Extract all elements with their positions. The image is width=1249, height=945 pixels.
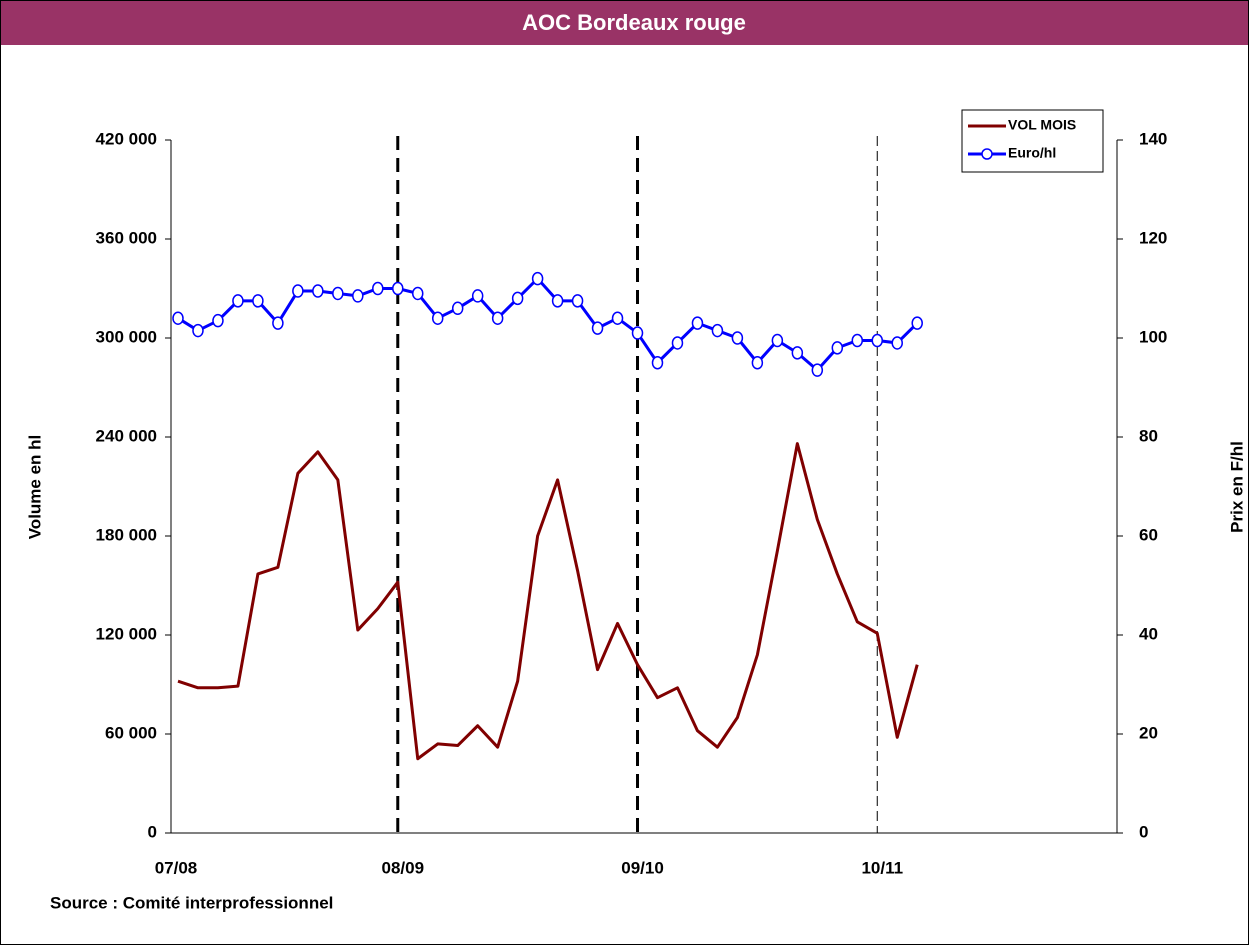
- marker: [292, 284, 304, 298]
- y2-tick-label: 60: [1139, 525, 1158, 544]
- y-tick-label: 120 000: [96, 624, 157, 643]
- marker: [871, 333, 884, 348]
- marker: [771, 333, 784, 348]
- marker: [751, 356, 764, 370]
- marker: [372, 281, 384, 296]
- x-tick-label: 10/11: [861, 858, 903, 877]
- marker: [352, 289, 364, 303]
- y-tick-label: 420 000: [96, 129, 157, 148]
- y-tick-label: 240 000: [96, 426, 157, 445]
- marker: [531, 271, 544, 286]
- marker: [911, 316, 923, 330]
- marker: [172, 311, 184, 325]
- marker: [571, 294, 584, 308]
- legend-box: [961, 109, 1104, 173]
- marker: [192, 323, 204, 338]
- marker: [392, 281, 404, 296]
- y2-tick-label: 20: [1139, 723, 1158, 742]
- y-tick-label: 300 000: [96, 327, 157, 346]
- y2-tick-label: 0: [1139, 822, 1148, 841]
- marker: [671, 336, 684, 350]
- y2-tick-label: 80: [1139, 426, 1158, 445]
- marker: [212, 313, 224, 328]
- marker: [332, 286, 344, 301]
- legend-label: Euro/hl: [1008, 145, 1056, 161]
- chart-title: AOC Bordeaux rouge: [522, 10, 746, 35]
- legend-label: VOL MOIS: [1008, 117, 1076, 133]
- y-axis-label: Volume en hl: [25, 435, 44, 540]
- y-tick-label: 60 000: [105, 723, 157, 742]
- marker: [451, 301, 464, 316]
- series-line: [177, 442, 919, 761]
- legend-marker: [981, 148, 993, 160]
- y2-tick-label: 120: [1139, 228, 1167, 247]
- marker: [591, 321, 604, 335]
- marker: [252, 294, 264, 308]
- y2-axis-label: Prix en F/hl: [1227, 441, 1246, 533]
- y-tick-label: 360 000: [96, 228, 157, 247]
- marker: [471, 289, 484, 303]
- marker: [431, 311, 444, 325]
- x-tick-label: 07/08: [155, 858, 198, 877]
- source-note: Source : Comité interprofessionnel: [50, 893, 333, 912]
- y2-tick-label: 140: [1139, 129, 1167, 148]
- x-tick-label: 08/09: [381, 858, 424, 877]
- y2-tick-label: 100: [1139, 327, 1167, 346]
- marker: [891, 336, 903, 350]
- marker: [491, 311, 504, 325]
- marker: [711, 323, 724, 338]
- marker: [731, 331, 744, 345]
- y-tick-label: 180 000: [96, 525, 157, 544]
- marker: [811, 363, 824, 377]
- marker: [272, 316, 284, 330]
- marker: [611, 311, 624, 325]
- x-tick-label: 09/10: [621, 858, 664, 877]
- marker: [791, 346, 804, 360]
- marker: [232, 294, 244, 308]
- marker: [651, 356, 664, 370]
- marker: [511, 291, 524, 306]
- marker: [631, 326, 644, 340]
- marker: [851, 333, 864, 348]
- title-bar: [1, 1, 1248, 45]
- y2-tick-label: 40: [1139, 624, 1158, 643]
- marker: [551, 294, 564, 308]
- y-tick-label: 0: [148, 822, 157, 841]
- marker: [831, 341, 844, 355]
- marker: [411, 286, 424, 301]
- marker: [691, 316, 704, 330]
- marker: [312, 284, 324, 298]
